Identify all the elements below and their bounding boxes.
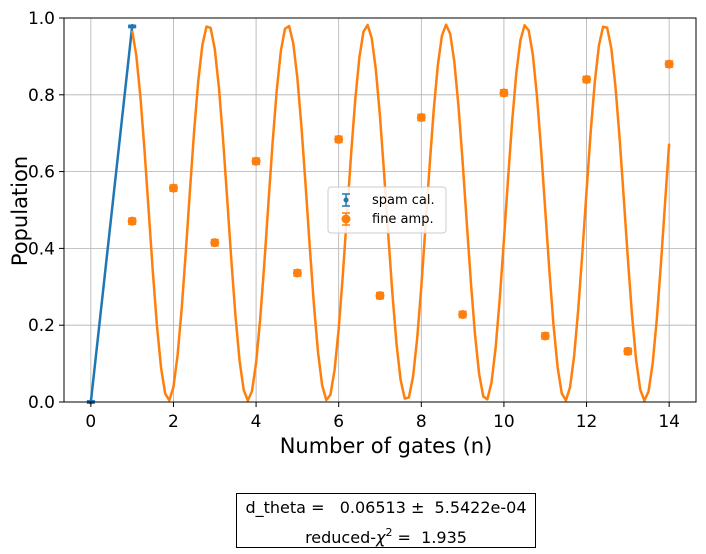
x-tick-label: 10 (493, 412, 515, 432)
marker (292, 268, 302, 278)
marker (664, 59, 674, 69)
marker (129, 23, 135, 29)
marker (582, 74, 592, 84)
marker (623, 346, 633, 356)
legend-label: spam cal. (372, 193, 435, 208)
x-axis-label: Number of gates (n) (280, 434, 493, 458)
fine-amp-point (251, 156, 261, 166)
fine-amp-point (458, 309, 468, 319)
chi-symbol: χ (376, 528, 386, 547)
plot-frame (63, 17, 697, 403)
spam-cal-point (128, 23, 137, 29)
data-points (86, 23, 674, 405)
fine-amp-point (334, 134, 344, 144)
fine-amp-point (168, 183, 178, 193)
marker (334, 134, 344, 144)
x-tick-label: 4 (251, 412, 262, 432)
marker (416, 112, 426, 122)
fit-lines (89, 23, 671, 403)
fine-amp-fit-line (130, 23, 671, 402)
fine-amp-point (292, 268, 302, 278)
legend-item-fine-amp: fine amp. (341, 212, 434, 227)
legend-frame (327, 186, 447, 234)
fit-result-d-theta: d_theta = 0.06513 ± 5.5422e-04 (245, 498, 527, 517)
marker (251, 156, 261, 166)
chi-power: 2 (385, 526, 393, 539)
fine-amp-point (664, 59, 674, 69)
legend: spam cal. fine amp. (327, 186, 447, 234)
y-tick-label: 1.0 (28, 9, 55, 29)
x-tick-label: 14 (658, 412, 680, 432)
fine-amp-point (210, 238, 220, 248)
fine-amp-point (416, 112, 426, 122)
marker (540, 331, 550, 341)
y-tick-label: 0.4 (28, 239, 55, 259)
fit-result-box: d_theta = 0.06513 ± 5.5422e-04 reduced-χ… (236, 493, 536, 548)
marker (168, 183, 178, 193)
x-tick-label: 2 (168, 412, 179, 432)
x-tick-label: 8 (416, 412, 427, 432)
legend-marker (343, 197, 349, 203)
chi2-value: = 1.935 (392, 528, 467, 547)
y-tick-label: 0.2 (28, 316, 55, 336)
y-tick-label: 0.8 (28, 86, 55, 106)
marker (127, 216, 137, 226)
spam-cal-fit-line (89, 26, 134, 403)
marker (375, 291, 385, 301)
fine-amp-point (499, 88, 509, 98)
fine-amp-point (540, 331, 550, 341)
marker (499, 88, 509, 98)
marker (210, 238, 220, 248)
x-tick-label: 6 (333, 412, 344, 432)
legend-marker (341, 214, 351, 224)
marker (458, 309, 468, 319)
y-axis-label: Population (8, 156, 32, 266)
fit-result-chi2: reduced-χ2 = 1.935 (237, 520, 535, 550)
chi2-prefix: reduced- (305, 528, 376, 547)
fine-amp-point (582, 74, 592, 84)
y-tick-label: 0.6 (28, 163, 55, 183)
legend-item-spam-cal: spam cal. (342, 193, 435, 208)
x-tick-label: 12 (576, 412, 598, 432)
fine-amp-point (623, 346, 633, 356)
y-tick-label: 0.0 (28, 393, 55, 413)
fine-amp-point (127, 216, 137, 226)
fine-amp-point (375, 291, 385, 301)
x-tick-label: 0 (85, 412, 96, 432)
legend-label: fine amp. (372, 212, 434, 227)
axis-ticks: 0 2 4 6 8 10 12 14 0.0 0.2 0.4 0.6 0.8 1.0 (28, 9, 680, 432)
